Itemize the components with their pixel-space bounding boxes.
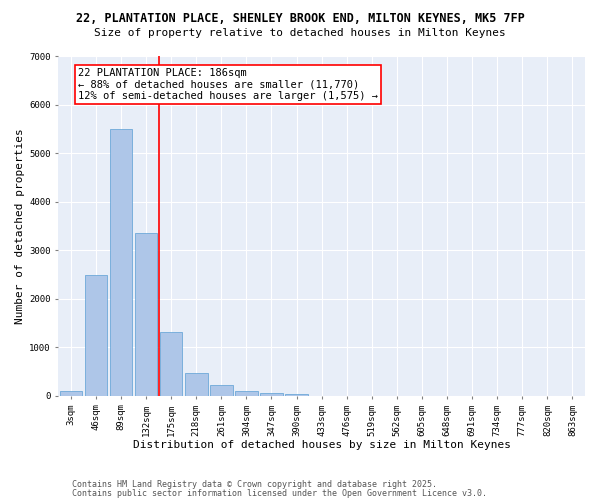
Text: Contains public sector information licensed under the Open Government Licence v3: Contains public sector information licen… bbox=[72, 488, 487, 498]
Text: Contains HM Land Registry data © Crown copyright and database right 2025.: Contains HM Land Registry data © Crown c… bbox=[72, 480, 437, 489]
Y-axis label: Number of detached properties: Number of detached properties bbox=[15, 128, 25, 324]
Bar bbox=[285, 394, 308, 396]
Bar bbox=[160, 332, 182, 396]
Bar bbox=[85, 274, 107, 396]
Bar bbox=[135, 234, 157, 396]
Bar bbox=[210, 386, 233, 396]
Bar bbox=[185, 372, 208, 396]
Bar bbox=[110, 129, 132, 396]
Bar bbox=[59, 391, 82, 396]
Bar bbox=[260, 393, 283, 396]
Text: 22, PLANTATION PLACE, SHENLEY BROOK END, MILTON KEYNES, MK5 7FP: 22, PLANTATION PLACE, SHENLEY BROOK END,… bbox=[76, 12, 524, 26]
Bar bbox=[235, 390, 257, 396]
Text: Size of property relative to detached houses in Milton Keynes: Size of property relative to detached ho… bbox=[94, 28, 506, 38]
X-axis label: Distribution of detached houses by size in Milton Keynes: Distribution of detached houses by size … bbox=[133, 440, 511, 450]
Text: 22 PLANTATION PLACE: 186sqm
← 88% of detached houses are smaller (11,770)
12% of: 22 PLANTATION PLACE: 186sqm ← 88% of det… bbox=[79, 68, 379, 102]
